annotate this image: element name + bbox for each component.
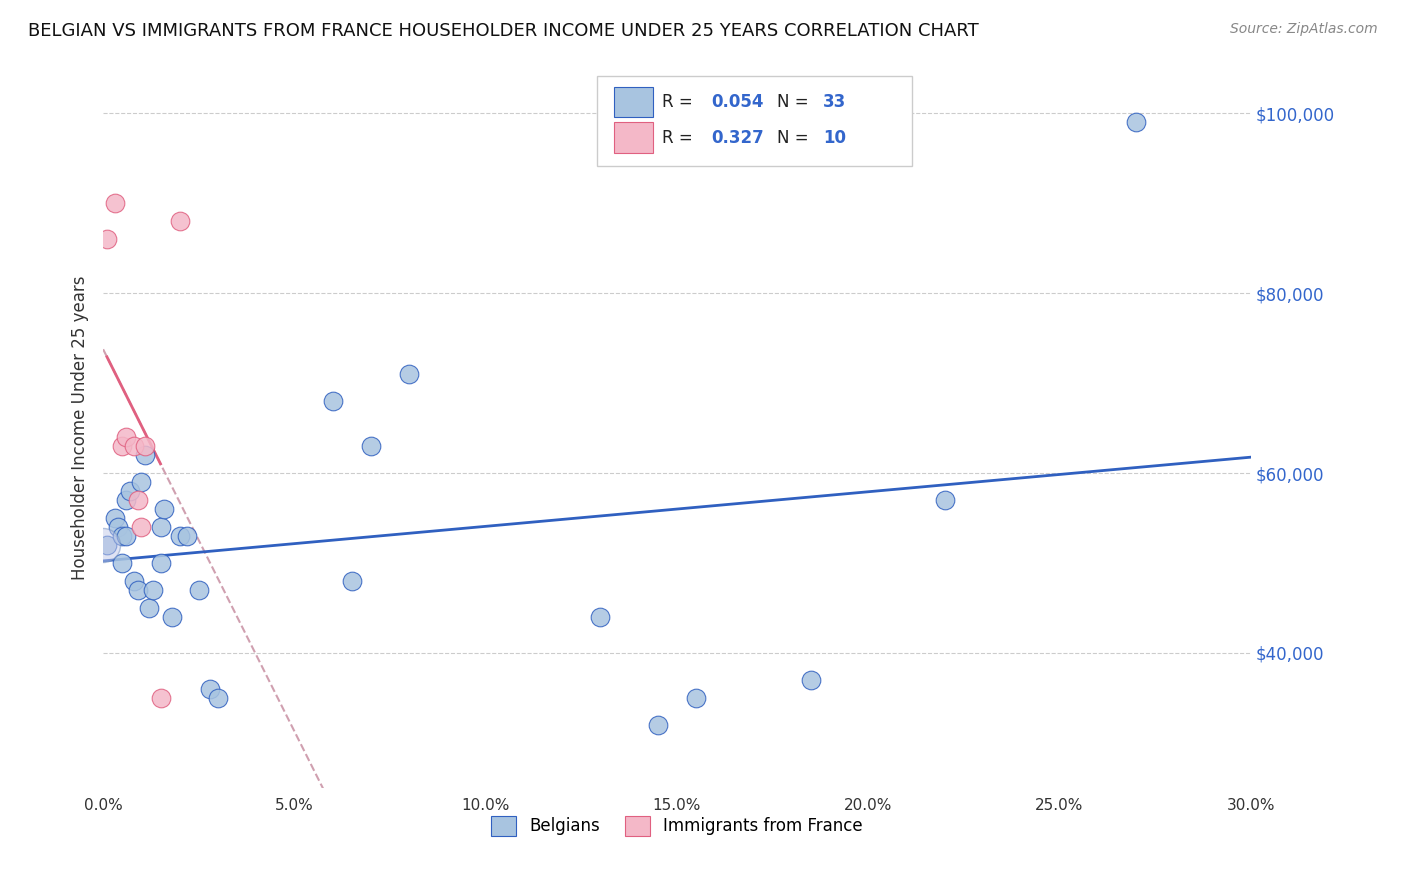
Point [934, 493, 956, 508]
Point [647, 718, 669, 732]
Point [104, 511, 127, 525]
Point [134, 439, 156, 453]
Text: BELGIAN VS IMMIGRANTS FROM FRANCE HOUSEHOLDER INCOME UNDER 25 YEARS CORRELATION : BELGIAN VS IMMIGRANTS FROM FRANCE HOUSEH… [28, 22, 979, 40]
Point [207, 690, 229, 705]
Text: N =: N = [776, 93, 814, 111]
Point [322, 394, 344, 409]
Point [200, 681, 222, 696]
Point [142, 582, 165, 597]
Point [115, 430, 138, 444]
Point [91, 538, 114, 552]
Point [685, 690, 707, 705]
Point [160, 610, 183, 624]
Point [122, 439, 145, 453]
Point [107, 520, 129, 534]
Text: R =: R = [662, 128, 697, 146]
Point [176, 529, 198, 543]
Point [118, 484, 141, 499]
FancyBboxPatch shape [614, 122, 652, 153]
Point [169, 529, 191, 543]
Point [115, 493, 138, 508]
Point [111, 556, 134, 570]
Point [340, 574, 363, 588]
Point [115, 529, 138, 543]
Point [127, 582, 149, 597]
Point [96, 538, 118, 552]
FancyBboxPatch shape [614, 87, 652, 117]
Point [138, 601, 160, 615]
Point [149, 520, 172, 534]
Point [153, 502, 176, 516]
Point [187, 582, 209, 597]
Text: Source: ZipAtlas.com: Source: ZipAtlas.com [1230, 22, 1378, 37]
Point [134, 448, 156, 462]
Y-axis label: Householder Income Under 25 years: Householder Income Under 25 years [72, 276, 89, 581]
Point [127, 493, 149, 508]
Point [149, 690, 172, 705]
Text: N =: N = [776, 128, 814, 146]
Legend: Belgians, Immigrants from France: Belgians, Immigrants from France [482, 807, 872, 844]
Point [122, 574, 145, 588]
Point [104, 196, 127, 211]
Point [96, 232, 118, 246]
Text: R =: R = [662, 93, 697, 111]
Point [111, 529, 134, 543]
Text: 33: 33 [823, 93, 846, 111]
Text: 0.054: 0.054 [711, 93, 763, 111]
Point [800, 673, 823, 687]
Text: 10: 10 [823, 128, 845, 146]
FancyBboxPatch shape [596, 76, 912, 166]
Text: 0.327: 0.327 [711, 128, 763, 146]
Point [111, 439, 134, 453]
Point [398, 368, 420, 382]
Point [149, 556, 172, 570]
Point [131, 475, 153, 490]
Point [360, 439, 382, 453]
Point [131, 520, 153, 534]
Point [169, 214, 191, 228]
Point [1125, 115, 1147, 129]
Point [589, 610, 612, 624]
